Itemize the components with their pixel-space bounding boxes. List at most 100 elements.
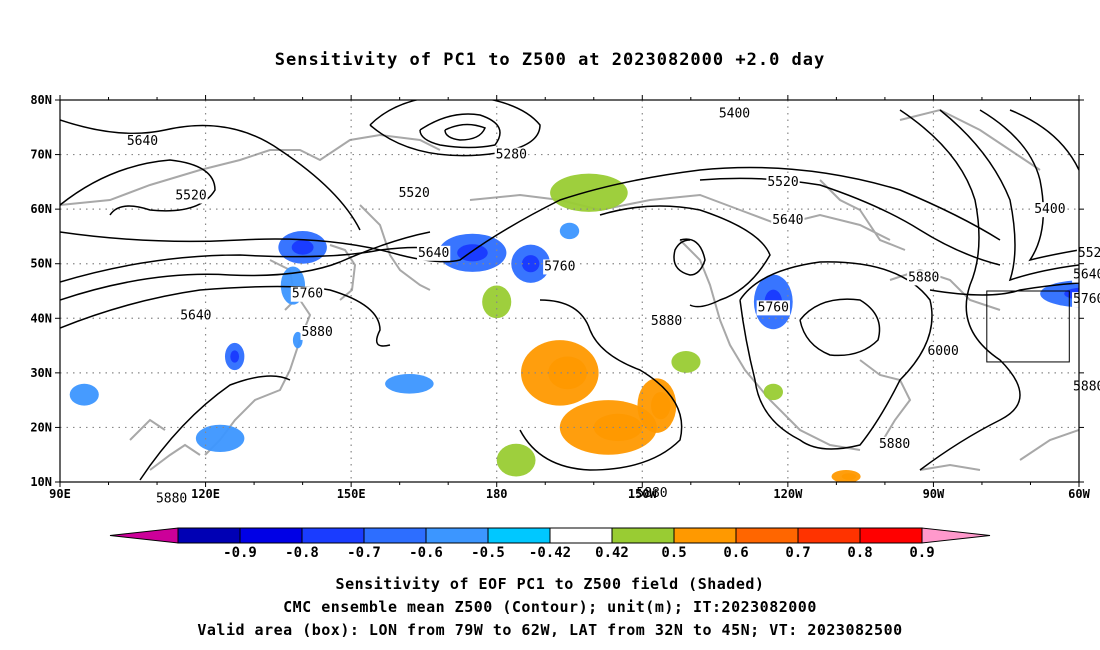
contour-label: 5880 [908,270,939,285]
z500-contour-line [419,113,501,149]
z500-contour-line [939,109,1079,282]
z500-contour-line [899,109,1021,471]
caption-line-3: Valid area (box): LON from 79W to 62W, L… [197,621,903,639]
contour-label-bg [877,436,912,452]
colorbar-bin [425,527,489,544]
contour-label: 5760 [758,300,789,315]
lon-tick-label: 180 [486,487,508,501]
colorbar-label: 0.42 [595,545,629,561]
z500-contour-line [60,285,391,347]
z500-contour-line [1009,109,1079,171]
contour-label-bg [154,491,189,507]
colorbar-bin [735,527,799,544]
z500-contour-line [519,299,683,471]
sensitivity-patch [385,373,434,394]
coastline-segment [329,244,357,301]
contour-label: 5880 [651,314,682,329]
sensitivity-patch [496,443,536,477]
sensitivity-patch-core [521,255,540,273]
contour-label: 5280 [496,148,527,163]
caption-line-1: Sensitivity of EOF PC1 to Z500 field (Sh… [335,575,765,593]
lat-tick-label: 70N [30,148,52,162]
colorbar-bin [487,527,551,544]
coastline-segment [1019,429,1079,461]
z500-contour-line [599,205,771,308]
lon-tick-label: 120W [773,487,803,501]
lat-tick-label: 20N [30,420,52,434]
sensitivity-patch [292,331,303,349]
coastline-segment [359,204,431,291]
lon-tick-label: 90W [923,487,945,501]
contour-label: 5880 [302,325,333,340]
contour-label-bg [416,245,451,261]
contour-label: 5400 [719,107,750,122]
z500-contour-line [60,119,361,231]
contour-label-bg [300,324,334,340]
contour-label: 5520 [767,175,798,190]
contour-label: 5880 [636,486,667,501]
sensitivity-patch-core [230,350,240,363]
lat-tick-label: 10N [30,475,52,489]
contour-label: 5760 [292,287,323,302]
sensitivity-shading [69,173,1079,482]
z500-contour-line [139,375,291,481]
contour-label: 5400 [1034,202,1065,217]
lon-tick-label: 90E [49,487,71,501]
contour-label: 5640 [127,134,158,149]
caption-line-2: CMC ensemble mean Z500 (Contour); unit(m… [283,598,817,616]
contour-label-bg [543,259,577,275]
colorbar-label: -0.8 [285,545,319,561]
z500-contour-line [699,177,1001,266]
lon-tick-label: 150W [628,487,658,501]
coastline-segment [889,268,1001,311]
colorbar-bin [177,527,241,544]
contour-label: 5880 [1073,380,1100,395]
lat-tick-label: 60N [30,202,52,216]
colorbar-label: -0.6 [409,545,443,561]
contour-label: 6000 [927,344,958,359]
colorbar: -0.9 -0.8 -0.7 -0.6 -0.5 -0.42 0.42 0.5 0.6 0.7 0.… [109,527,991,561]
contour-label-bg [174,188,208,204]
valid-area-box [986,290,1070,363]
colorbar-bin [363,527,427,544]
colorbar-bin [673,527,737,544]
contour-label-bg [397,185,431,201]
contour-label-bg [756,300,790,316]
contour-label-bg [766,174,800,190]
contour-label: 5760 [544,259,575,274]
coastline-segment [859,359,912,446]
z500-contour-line [929,282,1079,296]
contour-labels: 5640 5520 5640 5760 5880 5880 5280 5520 5640 5760… [125,106,1100,507]
colorbar-label: 0.9 [909,545,934,561]
coastline-segment [899,108,1041,171]
colorbar-label: 0.5 [661,545,686,561]
contour-label-bg [717,106,752,122]
colorbar-label: 0.7 [785,545,810,561]
z500-contour-line [60,246,441,283]
sensitivity-patch [550,173,628,212]
gridlines [60,100,1079,482]
colorbar-label: -0.9 [223,545,257,561]
sensitivity-patch [559,222,580,240]
sensitivity-patch-core [291,239,314,255]
z500-contour-line [444,123,486,141]
z500-contour-line [799,298,881,357]
lat-tick-label: 30N [30,366,52,380]
z500-contour-line [60,166,1001,263]
colorbar-label: -0.42 [529,545,571,561]
sensitivity-patch [195,424,245,452]
map-frame [59,99,1080,483]
contour-label-bg [635,485,669,501]
coastline-segment [469,193,891,241]
contour-label: 5880 [879,437,910,452]
contour-label-bg [1076,245,1100,261]
contour-label: 5640 [418,246,449,261]
sensitivity-patch-core [593,413,643,442]
colorbar-bin [797,527,861,544]
sensitivity-patch [69,383,99,406]
sensitivity-patch [671,351,701,373]
colorbar-right-arrow [921,527,991,544]
coastline-segment [60,133,441,206]
